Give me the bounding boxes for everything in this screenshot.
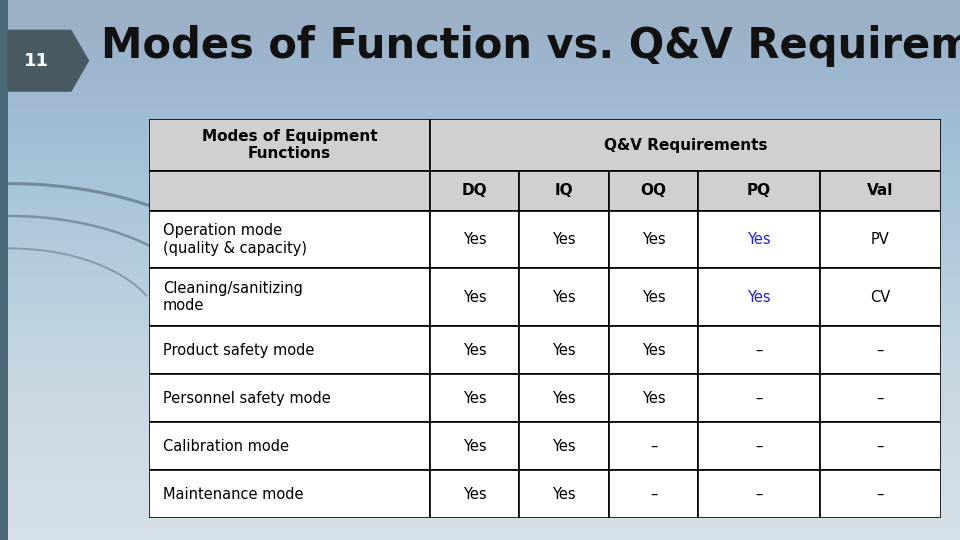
Bar bbox=[519, 171, 609, 211]
Text: Maintenance mode: Maintenance mode bbox=[163, 487, 303, 502]
Bar bbox=[149, 374, 430, 422]
Bar bbox=[609, 211, 699, 268]
Text: DQ: DQ bbox=[462, 184, 488, 198]
Text: Modes of Equipment
Functions: Modes of Equipment Functions bbox=[202, 129, 377, 161]
Text: Yes: Yes bbox=[552, 487, 576, 502]
Bar bbox=[519, 422, 609, 470]
Text: Yes: Yes bbox=[552, 390, 576, 406]
Bar bbox=[699, 171, 820, 211]
Text: Yes: Yes bbox=[463, 487, 487, 502]
Text: PV: PV bbox=[871, 232, 890, 247]
Bar bbox=[820, 422, 941, 470]
Bar bbox=[699, 422, 820, 470]
Bar bbox=[519, 211, 609, 268]
Text: –: – bbox=[876, 439, 884, 454]
Text: Yes: Yes bbox=[463, 289, 487, 305]
Bar bbox=[430, 211, 519, 268]
Bar bbox=[820, 470, 941, 518]
Text: Calibration mode: Calibration mode bbox=[163, 439, 289, 454]
Bar bbox=[699, 470, 820, 518]
Bar bbox=[609, 171, 699, 211]
Text: Yes: Yes bbox=[747, 232, 771, 247]
Text: 11: 11 bbox=[24, 52, 49, 70]
Text: Yes: Yes bbox=[552, 289, 576, 305]
Bar bbox=[820, 211, 941, 268]
Bar bbox=[0, 0, 8, 540]
Bar bbox=[149, 268, 430, 326]
Text: Operation mode
(quality & capacity): Operation mode (quality & capacity) bbox=[163, 223, 307, 255]
Bar bbox=[149, 470, 430, 518]
Text: –: – bbox=[650, 487, 658, 502]
Text: –: – bbox=[876, 487, 884, 502]
Bar bbox=[609, 422, 699, 470]
Bar bbox=[609, 374, 699, 422]
Text: Yes: Yes bbox=[552, 342, 576, 357]
Bar bbox=[149, 211, 430, 268]
Text: Yes: Yes bbox=[463, 232, 487, 247]
Text: –: – bbox=[650, 439, 658, 454]
Text: IQ: IQ bbox=[555, 184, 573, 198]
Text: OQ: OQ bbox=[640, 184, 666, 198]
Text: Q&V Requirements: Q&V Requirements bbox=[604, 138, 767, 152]
Polygon shape bbox=[8, 30, 89, 92]
Text: Yes: Yes bbox=[642, 289, 665, 305]
Bar bbox=[699, 211, 820, 268]
Bar bbox=[699, 326, 820, 374]
Text: Yes: Yes bbox=[463, 390, 487, 406]
Bar bbox=[820, 326, 941, 374]
Text: Yes: Yes bbox=[552, 439, 576, 454]
Bar bbox=[609, 470, 699, 518]
Bar bbox=[149, 119, 430, 171]
Text: Personnel safety mode: Personnel safety mode bbox=[163, 390, 331, 406]
Text: Yes: Yes bbox=[642, 342, 665, 357]
Bar bbox=[149, 422, 430, 470]
Bar bbox=[149, 171, 430, 211]
Text: –: – bbox=[756, 342, 763, 357]
Text: Cleaning/sanitizing
mode: Cleaning/sanitizing mode bbox=[163, 281, 303, 313]
Text: Yes: Yes bbox=[642, 232, 665, 247]
Text: Yes: Yes bbox=[642, 390, 665, 406]
Text: Yes: Yes bbox=[552, 232, 576, 247]
Bar bbox=[519, 374, 609, 422]
Text: –: – bbox=[756, 390, 763, 406]
Bar bbox=[519, 268, 609, 326]
Bar bbox=[820, 268, 941, 326]
Bar bbox=[820, 374, 941, 422]
Bar bbox=[430, 422, 519, 470]
Text: –: – bbox=[756, 487, 763, 502]
Text: CV: CV bbox=[870, 289, 890, 305]
Text: Val: Val bbox=[867, 184, 894, 198]
Bar bbox=[430, 171, 519, 211]
Bar bbox=[430, 268, 519, 326]
Bar bbox=[820, 171, 941, 211]
Bar bbox=[430, 326, 519, 374]
Bar bbox=[519, 470, 609, 518]
Bar bbox=[430, 119, 941, 171]
Text: Yes: Yes bbox=[463, 342, 487, 357]
Bar bbox=[430, 470, 519, 518]
Bar bbox=[609, 268, 699, 326]
Text: –: – bbox=[876, 342, 884, 357]
Bar bbox=[430, 374, 519, 422]
Text: Yes: Yes bbox=[463, 439, 487, 454]
Text: –: – bbox=[876, 390, 884, 406]
Bar bbox=[699, 268, 820, 326]
Text: Yes: Yes bbox=[747, 289, 771, 305]
Bar bbox=[519, 326, 609, 374]
Text: PQ: PQ bbox=[747, 184, 771, 198]
Text: –: – bbox=[756, 439, 763, 454]
Text: Product safety mode: Product safety mode bbox=[163, 342, 315, 357]
Bar bbox=[699, 374, 820, 422]
Text: Modes of Function vs. Q&V Requirements: Modes of Function vs. Q&V Requirements bbox=[101, 25, 960, 67]
Bar bbox=[149, 326, 430, 374]
Bar bbox=[609, 326, 699, 374]
